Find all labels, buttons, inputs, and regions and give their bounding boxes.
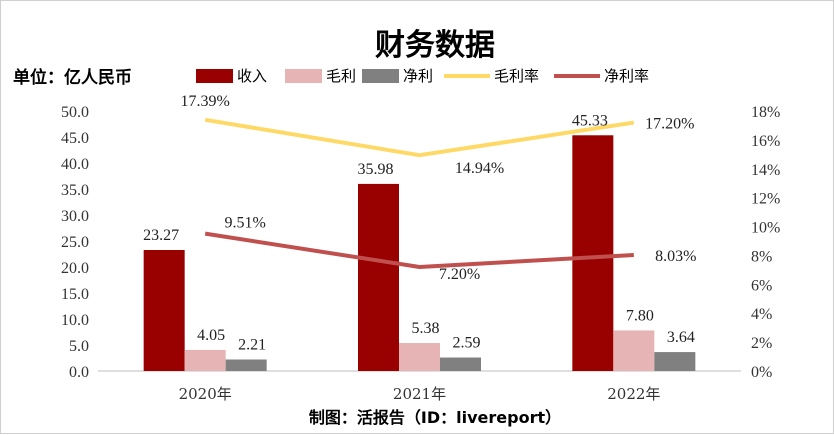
bar-data-label: 2.21	[238, 337, 266, 354]
y-left-tick-label: 40.0	[61, 156, 89, 173]
bar-data-label: 3.64	[667, 329, 695, 346]
bar-净利	[225, 359, 267, 371]
bar-data-label: 45.33	[572, 112, 608, 129]
line-data-label: 7.20%	[439, 266, 480, 283]
line-毛利率	[204, 117, 635, 158]
y-right-tick-label: 8%	[751, 248, 772, 265]
bar-收入	[358, 183, 399, 371]
legend-swatch	[285, 69, 322, 83]
y-right-tick-label: 10%	[751, 220, 780, 237]
unit-label: 单位：亿人民币	[13, 67, 132, 88]
bar-data-label: 2.59	[453, 335, 481, 352]
axes: 0.0 5.0 10.0 15.0 20.0 25.0 30.0 35.0 40.0 45.0 50…	[61, 104, 780, 403]
bar-data-label: 23.27	[143, 227, 179, 244]
y-left-tick-label: 25.0	[61, 234, 89, 251]
x-category-label: 2020年	[179, 385, 232, 403]
x-category-label: 2022年	[607, 385, 660, 403]
bar-data-label: 7.80	[626, 307, 654, 324]
y-right-tick-label: 4%	[751, 306, 772, 323]
line-data-label: 9.51%	[225, 215, 266, 232]
x-category-label: 2021年	[393, 385, 446, 403]
y-right-tick-label: 0%	[751, 364, 772, 381]
bar-毛利	[613, 330, 655, 371]
y-right-tick-label: 2%	[751, 335, 772, 352]
bar-data-label: 4.05	[197, 327, 225, 344]
bar-净利	[440, 357, 481, 371]
y-left-tick-label: 10.0	[61, 312, 89, 329]
bars	[143, 135, 696, 371]
line-data-label: 14.94%	[455, 160, 504, 177]
legend-swatch	[362, 69, 399, 83]
bar-毛利	[184, 349, 226, 371]
bar-data-label: 35.98	[358, 161, 394, 178]
y-left-tick-label: 50.0	[61, 104, 89, 121]
bar-净利	[654, 352, 696, 371]
bar-data-label: 5.38	[412, 320, 440, 337]
y-left-tick-label: 0.0	[69, 364, 89, 381]
source-note: 制图：活报告（ID：livereport）	[309, 408, 561, 427]
legend-swatch	[196, 69, 233, 83]
bar-毛利	[399, 343, 440, 371]
line-data-label: 17.20%	[645, 116, 694, 133]
y-left-tick-label: 35.0	[61, 182, 89, 199]
y-left-tick-label: 30.0	[61, 208, 89, 225]
y-right-tick-label: 14%	[751, 162, 780, 179]
bar-收入	[143, 249, 185, 371]
legend-label: 毛利	[326, 67, 356, 85]
y-right-tick-label: 12%	[751, 191, 780, 208]
bar-收入	[572, 135, 614, 371]
chart-title: 财务数据	[375, 28, 495, 63]
legend-label: 毛利率	[494, 67, 539, 85]
y-left-tick-label: 20.0	[61, 260, 89, 277]
y-left-tick-label: 45.0	[61, 130, 89, 147]
y-left-tick-label: 5.0	[69, 338, 89, 355]
legend-label: 净利率	[604, 67, 649, 85]
y-right-tick-label: 18%	[751, 104, 780, 121]
lines	[204, 117, 635, 269]
y-left-tick-label: 15.0	[61, 286, 89, 303]
legend-label: 收入	[237, 67, 267, 85]
y-right-tick-label: 16%	[751, 133, 780, 150]
line-净利率	[204, 231, 634, 269]
line-data-label: 8.03%	[655, 248, 696, 265]
legend-label: 净利	[403, 67, 433, 85]
legend: 收入 毛利 净利 毛利率 净利率	[196, 67, 649, 85]
data-labels: 23.27 35.98 45.33 4.05 5.38 7.80 2.21 2.59 3.64 1…	[143, 93, 696, 354]
line-data-label: 17.39%	[181, 93, 230, 110]
y-right-tick-label: 6%	[751, 277, 772, 294]
